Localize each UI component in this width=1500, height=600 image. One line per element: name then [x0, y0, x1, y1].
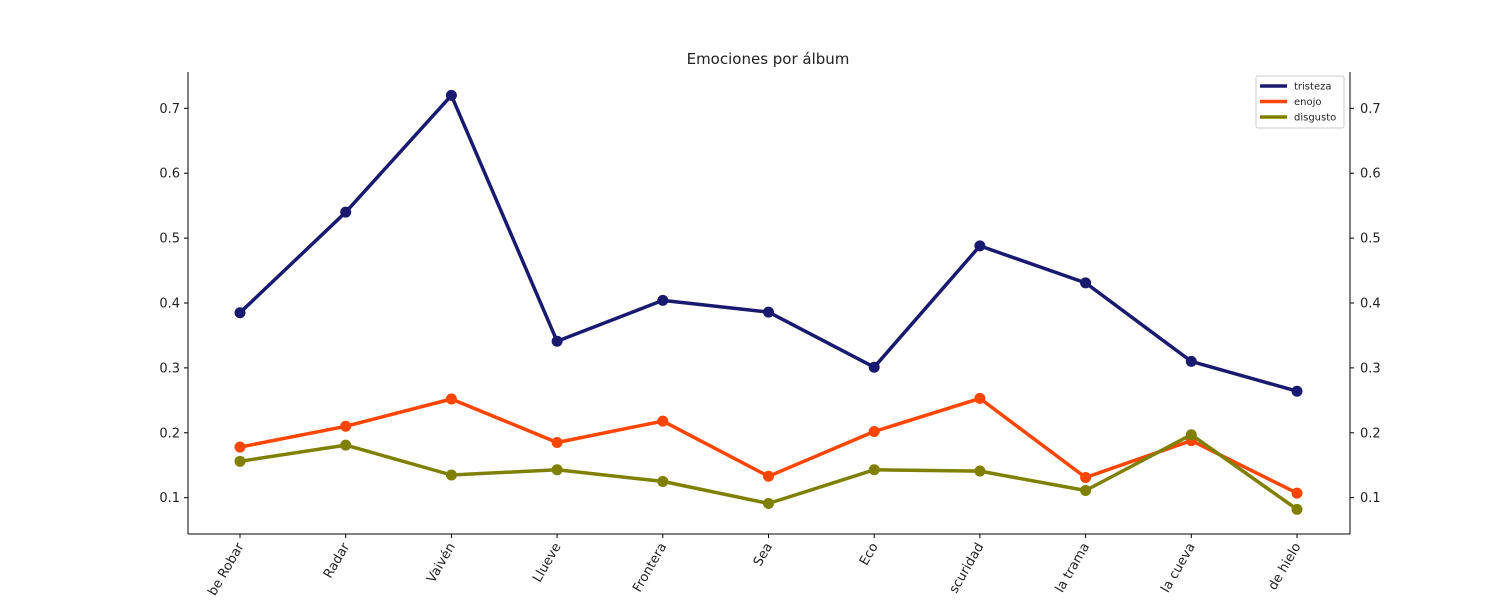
data-point-tristeza: [974, 240, 986, 252]
y-tick-label-left: 0.3: [159, 361, 180, 376]
y-tick-label-right: 0.7: [1360, 102, 1381, 117]
data-point-tristeza: [445, 89, 457, 101]
x-tick-label: Eco: [857, 540, 882, 568]
axes: 0.1 0.1 0.2 0.2 0.3 0.3 0.4 0.4 0.5 0.5 0.6 0.6 0.7 0…: [159, 72, 1381, 599]
y-tick-label-right: 0.2: [1360, 426, 1381, 441]
legend-label-enojo: enojo: [1294, 97, 1322, 108]
x-tick-label: de hielo: [1266, 540, 1305, 592]
y-tick-label-right: 0.6: [1360, 167, 1381, 182]
data-point-enojo: [868, 425, 880, 437]
x-tick-label: Llueve: [530, 541, 564, 586]
data-point-enojo: [445, 393, 457, 405]
data-point-enojo: [657, 415, 669, 427]
data-point-disgusto: [551, 464, 563, 476]
data-point-tristeza: [657, 294, 669, 306]
data-point-disgusto: [763, 498, 774, 510]
x-tick-label: Sea: [751, 541, 776, 569]
data-point-tristeza: [340, 206, 352, 218]
data-point-enojo: [340, 420, 352, 432]
data-point-enojo: [974, 392, 986, 404]
data-point-enojo: [763, 470, 774, 482]
data-point-tristeza: [763, 306, 774, 318]
x-tick-label: Radar: [321, 540, 353, 581]
series-disgusto: [234, 429, 1303, 515]
data-point-tristeza: [551, 335, 563, 347]
y-tick-label-left: 0.4: [159, 297, 180, 312]
x-tick-label: la cueva: [1158, 541, 1198, 596]
data-point-enojo: [1291, 487, 1303, 499]
data-point-disgusto: [974, 465, 986, 477]
y-tick-label-right: 0.1: [1360, 491, 1381, 506]
data-point-tristeza: [868, 361, 880, 373]
data-point-disgusto: [234, 455, 246, 467]
data-point-tristeza: [1291, 385, 1303, 397]
x-tick-label: be Robar: [205, 540, 247, 599]
data-point-tristeza: [234, 307, 246, 319]
legend-box: [1255, 75, 1345, 129]
data-point-disgusto: [1185, 429, 1197, 441]
data-point-tristeza: [1185, 355, 1197, 367]
chart-title: Emociones por álbum: [687, 50, 850, 68]
y-tick-label-right: 0.5: [1360, 232, 1381, 247]
data-point-disgusto: [1291, 503, 1303, 515]
data-point-disgusto: [657, 475, 669, 487]
data-point-disgusto: [340, 439, 352, 451]
legend-label-tristeza: tristeza: [1294, 82, 1331, 93]
y-tick-label-right: 0.4: [1360, 297, 1381, 312]
x-tick-label: scuridad: [947, 541, 988, 597]
y-tick-label-right: 0.3: [1360, 361, 1381, 376]
x-tick-labels: be Robar Radar Vaivén Llueve Frontera Sea Eco s…: [205, 540, 1304, 599]
legend-label-disgusto: disgusto: [1294, 113, 1336, 124]
data-point-tristeza: [1080, 277, 1092, 289]
data-point-enojo: [234, 441, 246, 453]
data-point-disgusto: [1080, 485, 1092, 497]
data-point-disgusto: [445, 469, 457, 481]
y-tick-label-left: 0.6: [159, 167, 180, 182]
y-tick-label-left: 0.5: [159, 232, 180, 247]
x-tick-label: la trama: [1053, 541, 1093, 596]
data-point-disgusto: [868, 464, 880, 476]
legend: tristeza enojo disgusto: [1255, 75, 1345, 129]
data-point-enojo: [551, 437, 563, 449]
series-tristeza: [234, 89, 1303, 397]
x-tick-label: Vaivén: [424, 541, 459, 586]
y-tick-label-left: 0.7: [159, 102, 180, 117]
data-point-enojo: [1080, 472, 1092, 484]
x-tick-label: Frontera: [630, 541, 670, 595]
y-tick-label-left: 0.2: [159, 426, 180, 441]
series-layer: [234, 89, 1303, 515]
series-enojo: [234, 392, 1303, 499]
y-tick-label-left: 0.1: [159, 491, 180, 506]
series-line-tristeza: [238, 93, 1298, 393]
